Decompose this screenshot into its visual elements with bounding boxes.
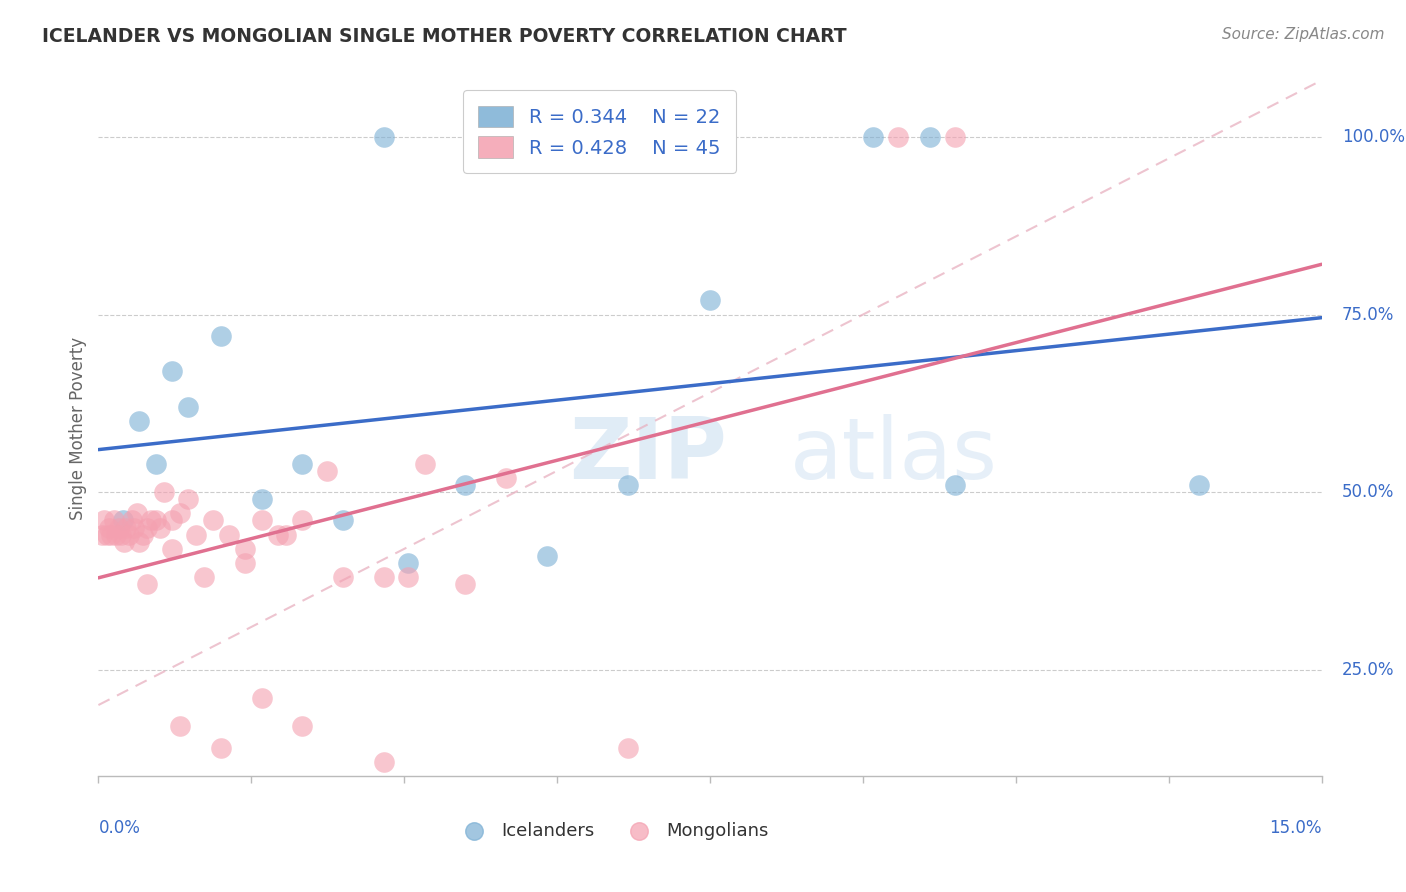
Point [218, 527, 240, 541]
Point [886, 130, 908, 145]
Point [121, 513, 143, 527]
Point [112, 534, 135, 549]
Point [91, 527, 114, 541]
Text: 0.0%: 0.0% [98, 819, 141, 837]
Text: Source: ZipAtlas.com: Source: ZipAtlas.com [1222, 27, 1385, 42]
Point [93, 513, 115, 527]
Text: 75.0%: 75.0% [1341, 306, 1395, 324]
Point [373, 570, 395, 584]
Point [413, 457, 436, 471]
Point [250, 513, 273, 527]
Point [160, 364, 183, 378]
Point [267, 527, 290, 541]
Text: ICELANDER VS MONGOLIAN SINGLE MOTHER POVERTY CORRELATION CHART: ICELANDER VS MONGOLIAN SINGLE MOTHER POV… [42, 27, 846, 45]
Point [274, 527, 297, 541]
Point [291, 457, 314, 471]
Point [115, 520, 138, 534]
Point [193, 570, 215, 584]
Point [699, 293, 721, 308]
Point [136, 577, 159, 591]
Point [160, 541, 183, 556]
Point [250, 690, 273, 705]
Point [136, 520, 159, 534]
Point [201, 513, 224, 527]
Point [943, 478, 966, 492]
Point [169, 507, 191, 521]
Point [128, 414, 150, 428]
Point [291, 719, 314, 733]
Point [98, 520, 121, 534]
Point [209, 329, 232, 343]
Point [332, 570, 354, 584]
Point [124, 520, 146, 534]
Point [315, 464, 337, 478]
Point [862, 130, 884, 145]
Point [128, 534, 150, 549]
Point [920, 130, 942, 145]
Text: 25.0%: 25.0% [1341, 661, 1395, 679]
Point [617, 740, 640, 755]
Legend: Icelanders, Mongolians: Icelanders, Mongolians [449, 814, 776, 847]
Point [132, 527, 155, 541]
Point [943, 130, 966, 145]
Point [177, 400, 200, 414]
Point [149, 520, 172, 534]
Point [454, 478, 477, 492]
Point [152, 485, 174, 500]
Point [454, 577, 477, 591]
Point [536, 549, 558, 563]
Text: 50.0%: 50.0% [1341, 483, 1395, 501]
Point [233, 541, 256, 556]
Point [177, 492, 200, 507]
Point [160, 513, 183, 527]
Y-axis label: Single Mother Poverty: Single Mother Poverty [69, 336, 87, 520]
Point [125, 507, 148, 521]
Point [103, 513, 125, 527]
Point [96, 527, 118, 541]
Point [145, 457, 167, 471]
Point [1188, 478, 1211, 492]
Point [108, 520, 131, 534]
Point [209, 740, 232, 755]
Point [332, 513, 354, 527]
Point [291, 513, 314, 527]
Text: atlas: atlas [790, 415, 997, 498]
Point [373, 755, 395, 769]
Point [250, 492, 273, 507]
Text: 100.0%: 100.0% [1341, 128, 1405, 146]
Point [100, 527, 122, 541]
Text: 15.0%: 15.0% [1270, 819, 1322, 837]
Point [169, 719, 191, 733]
Point [111, 513, 134, 527]
Point [617, 478, 640, 492]
Point [373, 130, 395, 145]
Point [145, 513, 167, 527]
Point [396, 570, 419, 584]
Point [186, 527, 208, 541]
Text: ZIP: ZIP [569, 415, 727, 498]
Point [118, 527, 141, 541]
Point [233, 556, 256, 570]
Point [105, 527, 128, 541]
Point [141, 513, 163, 527]
Point [396, 556, 419, 570]
Point [495, 471, 517, 485]
Point [110, 527, 132, 541]
